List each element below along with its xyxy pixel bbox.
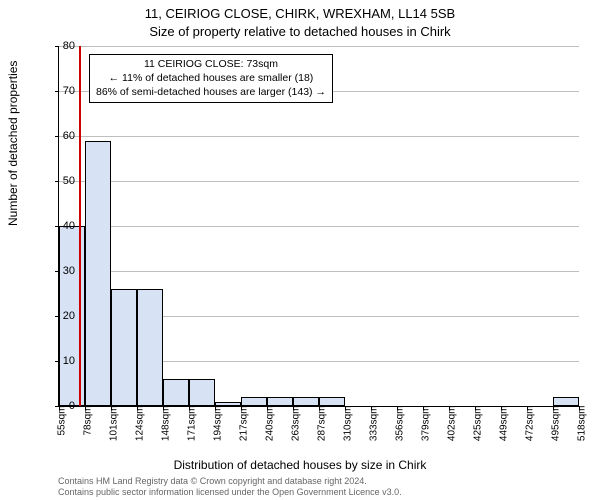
xtick-label: 287sqm: [317, 406, 328, 442]
xtick-label: 379sqm: [421, 406, 432, 442]
gridline: [59, 181, 579, 182]
ytick-label: 40: [45, 220, 75, 232]
annotation-box: 11 CEIRIOG CLOSE: 73sqm ← 11% of detache…: [89, 54, 333, 103]
xtick-label: 148sqm: [161, 406, 172, 442]
annotation-line1: 11 CEIRIOG CLOSE: 73sqm: [96, 57, 326, 71]
xtick-label: 217sqm: [239, 406, 250, 442]
gridline: [59, 46, 579, 47]
xtick-label: 310sqm: [343, 406, 354, 442]
xtick-label: 518sqm: [577, 406, 588, 442]
x-axis-label: Distribution of detached houses by size …: [0, 458, 600, 472]
ytick-label: 0: [45, 400, 75, 412]
footer-line2: Contains public sector information licen…: [58, 487, 596, 498]
xtick-label: 101sqm: [109, 406, 120, 442]
xtick-label: 472sqm: [525, 406, 536, 442]
xtick-label: 78sqm: [83, 406, 94, 436]
chart-container: 11, CEIRIOG CLOSE, CHIRK, WREXHAM, LL14 …: [0, 0, 600, 500]
ytick-label: 30: [45, 265, 75, 277]
gridline: [59, 226, 579, 227]
xtick-label: 124sqm: [135, 406, 146, 442]
xtick-label: 263sqm: [291, 406, 302, 442]
xtick-label: 425sqm: [473, 406, 484, 442]
reference-line: [79, 46, 81, 406]
ytick-label: 10: [45, 355, 75, 367]
xtick-label: 240sqm: [265, 406, 276, 442]
histogram-bar: [85, 141, 111, 407]
chart-subtitle: Size of property relative to detached ho…: [0, 24, 600, 39]
histogram-bar: [137, 289, 163, 406]
annotation-line3: 86% of semi-detached houses are larger (…: [96, 85, 326, 99]
ytick-label: 50: [45, 175, 75, 187]
xtick-label: 495sqm: [551, 406, 562, 442]
gridline: [59, 136, 579, 137]
ytick-label: 80: [45, 40, 75, 52]
xtick-label: 356sqm: [395, 406, 406, 442]
xtick-label: 402sqm: [447, 406, 458, 442]
y-axis-label: Number of detached properties: [6, 61, 20, 226]
xtick-label: 449sqm: [499, 406, 510, 442]
xtick-label: 194sqm: [213, 406, 224, 442]
ytick-label: 60: [45, 130, 75, 142]
footer-line1: Contains HM Land Registry data © Crown c…: [58, 476, 596, 487]
footer-attribution: Contains HM Land Registry data © Crown c…: [58, 476, 596, 499]
xtick-label: 333sqm: [369, 406, 380, 442]
histogram-bar: [163, 379, 189, 406]
annotation-line2: ← 11% of detached houses are smaller (18…: [96, 71, 326, 85]
xtick-label: 171sqm: [187, 406, 198, 442]
histogram-bar: [111, 289, 137, 406]
histogram-bar: [189, 379, 215, 406]
plot-area: 55sqm78sqm101sqm124sqm148sqm171sqm194sqm…: [58, 46, 579, 407]
gridline: [59, 271, 579, 272]
ytick-label: 70: [45, 85, 75, 97]
chart-title-address: 11, CEIRIOG CLOSE, CHIRK, WREXHAM, LL14 …: [0, 6, 600, 21]
ytick-label: 20: [45, 310, 75, 322]
